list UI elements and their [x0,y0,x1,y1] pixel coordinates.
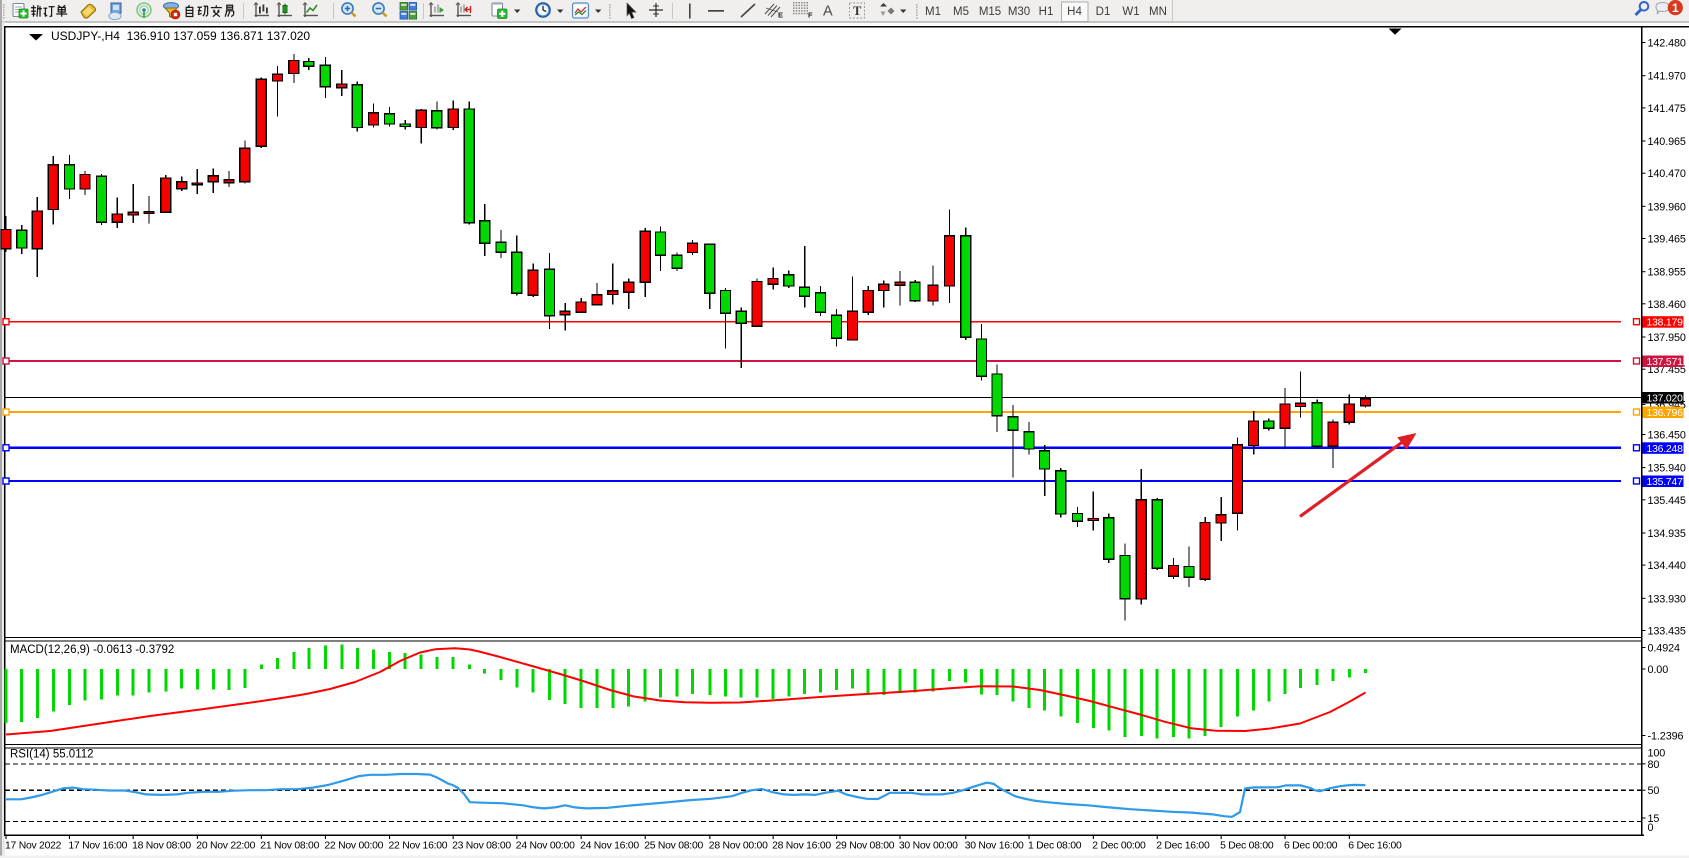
svg-text:22 Nov 00:00: 22 Nov 00:00 [324,841,383,852]
svg-text:30 Nov 00:00: 30 Nov 00:00 [899,841,958,852]
svg-text:23 Nov 08:00: 23 Nov 08:00 [452,841,511,852]
svg-text:E: E [778,11,783,20]
svg-text:134.935: 134.935 [1648,528,1686,540]
svg-text:136.796: 136.796 [1647,408,1684,419]
svg-text:5 Dec 08:00: 5 Dec 08:00 [1220,841,1274,852]
svg-text:18 Nov 08:00: 18 Nov 08:00 [132,841,191,852]
svg-text:2 Dec 00:00: 2 Dec 00:00 [1092,841,1146,852]
svg-text:50: 50 [1648,785,1660,797]
svg-text:24 Nov 00:00: 24 Nov 00:00 [516,841,575,852]
svg-text:25 Nov 08:00: 25 Nov 08:00 [644,841,703,852]
svg-text:22 Nov 16:00: 22 Nov 16:00 [389,841,448,852]
svg-text:136.450: 136.450 [1648,430,1686,442]
svg-text:6 Dec 00:00: 6 Dec 00:00 [1284,841,1338,852]
svg-text:-1.2396: -1.2396 [1648,731,1684,743]
svg-text:140.470: 140.470 [1648,168,1686,180]
svg-text:134.440: 134.440 [1648,560,1686,572]
svg-text:MN: MN [1149,6,1167,18]
svg-text:137.950: 137.950 [1648,332,1686,344]
svg-text:80: 80 [1648,759,1660,771]
svg-text:100: 100 [1648,748,1666,760]
svg-text:142.480: 142.480 [1648,38,1686,50]
svg-text:A: A [823,4,833,20]
svg-text:W1: W1 [1122,6,1139,18]
svg-text:135.445: 135.445 [1648,495,1686,507]
svg-text:H4: H4 [1067,6,1082,18]
svg-text:138.179: 138.179 [1647,318,1684,329]
svg-text:136.248: 136.248 [1647,444,1684,455]
svg-text:M1: M1 [925,6,941,18]
svg-text:15: 15 [1648,813,1660,825]
svg-text:2 Dec 16:00: 2 Dec 16:00 [1156,841,1210,852]
svg-text:29 Nov 08:00: 29 Nov 08:00 [836,841,895,852]
svg-text:133.435: 133.435 [1648,626,1686,638]
svg-text:21 Nov 08:00: 21 Nov 08:00 [260,841,319,852]
svg-text:M30: M30 [1008,6,1030,18]
svg-text:RSI(14) 55.0112: RSI(14) 55.0112 [10,749,94,761]
svg-text:24 Nov 16:00: 24 Nov 16:00 [580,841,639,852]
svg-text:6 Dec 16:00: 6 Dec 16:00 [1348,841,1402,852]
svg-text:0.4924: 0.4924 [1648,643,1681,655]
svg-text:138.955: 138.955 [1648,267,1686,279]
svg-text:20 Nov 22:00: 20 Nov 22:00 [196,841,255,852]
svg-text:28 Nov 16:00: 28 Nov 16:00 [772,841,831,852]
svg-text:137.571: 137.571 [1647,357,1684,368]
svg-text:MACD(12,26,9) -0.0613 -0.3792: MACD(12,26,9) -0.0613 -0.3792 [10,644,174,656]
svg-text:0: 0 [1648,822,1654,834]
svg-text:1: 1 [1672,1,1679,15]
svg-text:135.940: 135.940 [1648,463,1686,475]
svg-text:137.020: 137.020 [1647,394,1684,405]
svg-text:17 Nov 2022: 17 Nov 2022 [5,841,62,852]
svg-text:141.475: 141.475 [1648,103,1686,115]
svg-text:138.460: 138.460 [1648,299,1686,311]
svg-text:141.970: 141.970 [1648,71,1686,83]
svg-text:139.465: 139.465 [1648,234,1686,246]
svg-text:139.960: 139.960 [1648,201,1686,213]
svg-text:T: T [853,4,862,18]
svg-text:137.455: 137.455 [1648,364,1686,376]
svg-text:D1: D1 [1096,6,1111,18]
svg-text:133.930: 133.930 [1648,593,1686,605]
svg-text:30 Nov 16:00: 30 Nov 16:00 [965,841,1024,852]
svg-text:135.747: 135.747 [1647,477,1684,488]
svg-text:USDJPY-,H4 136.910 137.059 13: USDJPY-,H4 136.910 137.059 136.871 137.0… [51,29,310,43]
svg-text:M5: M5 [953,6,969,18]
svg-text:0.00: 0.00 [1648,664,1669,676]
svg-text:F: F [808,11,813,20]
svg-text:M15: M15 [979,6,1001,18]
svg-text:17 Nov 16:00: 17 Nov 16:00 [68,841,127,852]
svg-text:H1: H1 [1039,6,1054,18]
svg-text:28 Nov 00:00: 28 Nov 00:00 [709,841,768,852]
svg-text:140.965: 140.965 [1648,136,1686,148]
svg-text:1 Dec 08:00: 1 Dec 08:00 [1028,841,1082,852]
